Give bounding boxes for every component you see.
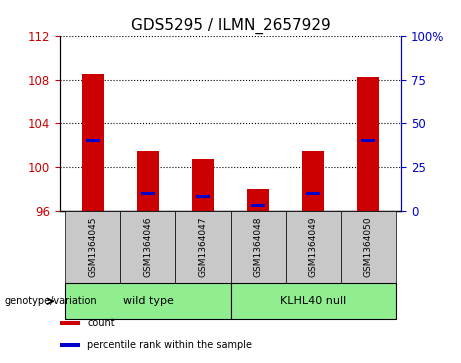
Bar bbox=[86, 139, 100, 142]
Text: GSM1364048: GSM1364048 bbox=[254, 217, 262, 277]
Text: GSM1364050: GSM1364050 bbox=[364, 216, 372, 277]
Bar bbox=[230, 211, 285, 283]
Bar bbox=[176, 211, 230, 283]
Bar bbox=[285, 211, 341, 283]
Text: wild type: wild type bbox=[123, 296, 173, 306]
Bar bbox=[306, 192, 320, 195]
Bar bbox=[302, 151, 324, 211]
Bar bbox=[247, 189, 269, 211]
Bar bbox=[120, 211, 176, 283]
Text: genotype/variation: genotype/variation bbox=[5, 296, 97, 306]
Bar bbox=[60, 343, 80, 347]
Bar bbox=[196, 195, 210, 198]
Bar bbox=[60, 321, 80, 325]
Bar bbox=[357, 77, 379, 211]
Text: GSM1364046: GSM1364046 bbox=[143, 217, 153, 277]
Text: GSM1364047: GSM1364047 bbox=[199, 217, 207, 277]
Text: GSM1364049: GSM1364049 bbox=[308, 217, 318, 277]
Bar bbox=[341, 211, 396, 283]
Bar bbox=[251, 204, 265, 207]
Bar bbox=[230, 283, 396, 319]
Bar bbox=[141, 192, 155, 195]
Bar bbox=[192, 159, 214, 211]
Bar bbox=[82, 74, 104, 211]
Text: count: count bbox=[87, 318, 115, 328]
Text: KLHL40 null: KLHL40 null bbox=[280, 296, 346, 306]
Bar bbox=[65, 283, 230, 319]
Bar bbox=[137, 151, 159, 211]
Title: GDS5295 / ILMN_2657929: GDS5295 / ILMN_2657929 bbox=[130, 17, 331, 33]
Text: GSM1364045: GSM1364045 bbox=[89, 217, 97, 277]
Bar bbox=[361, 139, 375, 142]
Bar bbox=[65, 211, 120, 283]
Text: percentile rank within the sample: percentile rank within the sample bbox=[87, 340, 252, 350]
